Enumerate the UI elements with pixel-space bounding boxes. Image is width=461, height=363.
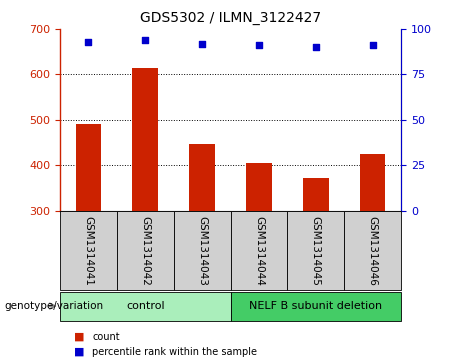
Text: control: control: [126, 301, 165, 311]
Bar: [230, 211, 287, 290]
Text: genotype/variation: genotype/variation: [5, 301, 104, 311]
Bar: [344, 211, 401, 290]
Text: count: count: [92, 332, 120, 342]
Bar: [189, 144, 215, 211]
Text: NELF B subunit deletion: NELF B subunit deletion: [249, 301, 382, 311]
Bar: [60, 211, 117, 290]
Text: GSM1314041: GSM1314041: [83, 216, 94, 285]
Point: [312, 44, 319, 50]
Bar: [230, 292, 401, 322]
Bar: [76, 124, 101, 211]
Bar: [246, 163, 272, 211]
Text: GSM1314044: GSM1314044: [254, 216, 264, 285]
Point: [255, 42, 263, 48]
Bar: [117, 211, 174, 290]
Bar: [360, 154, 385, 211]
Bar: [132, 68, 158, 211]
Text: percentile rank within the sample: percentile rank within the sample: [92, 347, 257, 357]
Bar: [174, 211, 230, 290]
Text: ■: ■: [74, 347, 84, 357]
Point: [142, 37, 149, 43]
Point: [198, 41, 206, 46]
Point: [85, 39, 92, 45]
Title: GDS5302 / ILMN_3122427: GDS5302 / ILMN_3122427: [140, 11, 321, 25]
Bar: [303, 178, 329, 211]
Text: ■: ■: [74, 332, 84, 342]
Text: GSM1314046: GSM1314046: [367, 216, 378, 285]
Bar: [287, 211, 344, 290]
Text: GSM1314045: GSM1314045: [311, 216, 321, 285]
Text: GSM1314043: GSM1314043: [197, 216, 207, 285]
Bar: [60, 292, 230, 322]
Point: [369, 42, 376, 48]
Text: GSM1314042: GSM1314042: [140, 216, 150, 285]
